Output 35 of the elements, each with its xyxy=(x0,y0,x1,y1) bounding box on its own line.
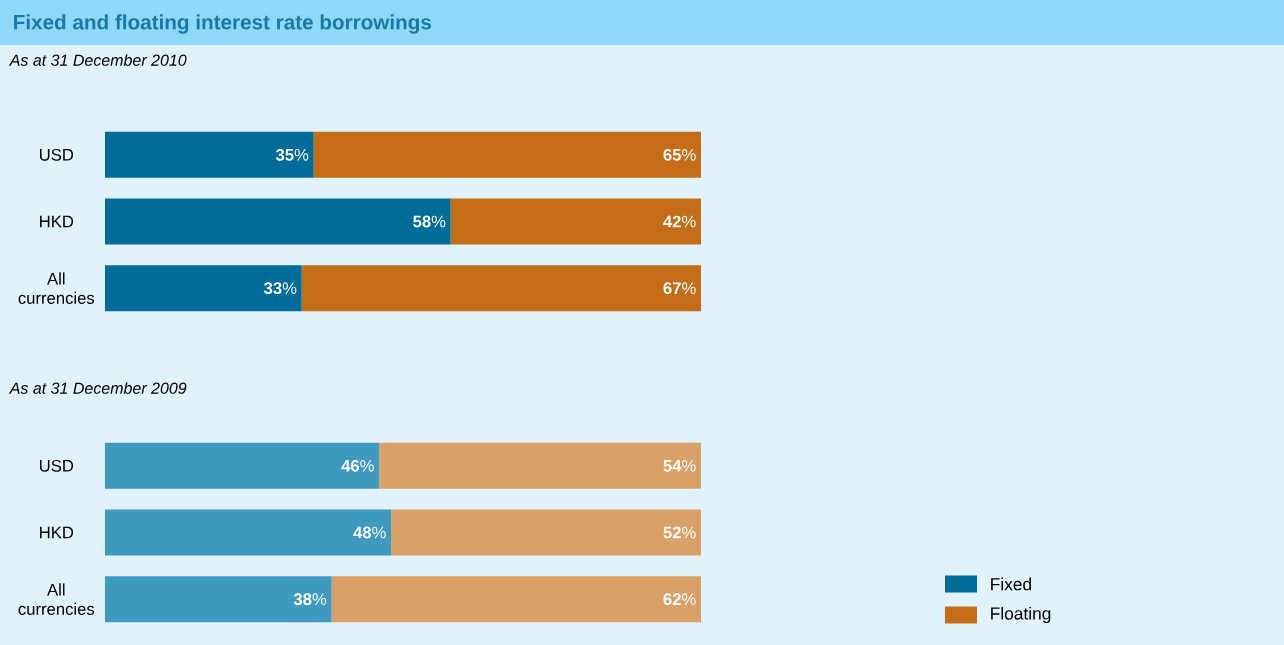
bar xyxy=(391,509,701,556)
data-label: 38% xyxy=(293,593,327,606)
bar xyxy=(331,576,701,623)
bar xyxy=(313,131,701,178)
data-label: 58% xyxy=(413,215,446,228)
bar xyxy=(105,509,392,556)
legend-label: Floating xyxy=(991,606,1051,624)
data-label: 35% xyxy=(275,148,309,161)
bar xyxy=(105,265,302,312)
data-label: 48% xyxy=(353,526,386,539)
data-label: 62% xyxy=(663,593,696,606)
legend-label: Fixed xyxy=(991,577,1031,591)
y-tick-label: HKD xyxy=(40,215,74,228)
data-label: 46% xyxy=(341,459,374,472)
chart-title: Fixed and floating interest rate borrowings xyxy=(14,14,432,34)
data-label: 33% xyxy=(264,282,297,295)
y-tick-label: USD xyxy=(39,148,74,161)
bar xyxy=(379,442,701,489)
bar xyxy=(105,131,314,178)
data-label: 52% xyxy=(663,526,696,539)
data-label: 54% xyxy=(663,459,696,472)
chart-subtitle: As at 31 December 2010 xyxy=(8,54,187,66)
data-label: 67% xyxy=(663,282,696,295)
chart-subtitle: As at 31 December 2009 xyxy=(8,382,187,394)
bar xyxy=(105,576,332,623)
y-tick-label: All currencies xyxy=(18,272,95,304)
data-label: 42% xyxy=(663,215,696,228)
bar xyxy=(450,198,701,245)
y-tick-label: HKD xyxy=(40,526,74,539)
bar xyxy=(105,442,380,489)
data-label: 65% xyxy=(663,148,696,161)
y-tick-label: USD xyxy=(39,459,74,472)
bar xyxy=(301,265,701,312)
bar xyxy=(105,198,451,245)
y-tick-label: All currencies xyxy=(18,583,95,615)
